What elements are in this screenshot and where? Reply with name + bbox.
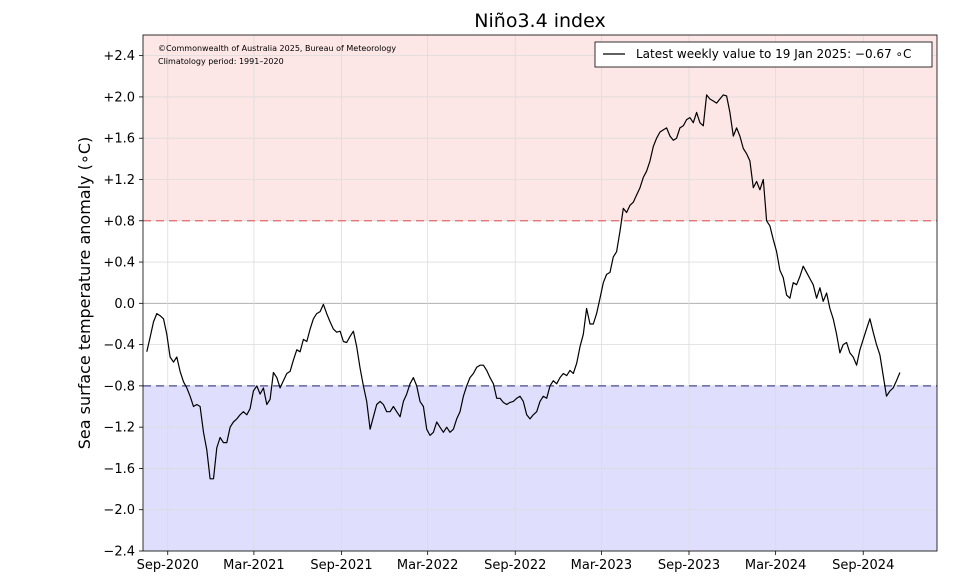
y-tick-label: −0.4 (103, 338, 135, 353)
y-tick-label: −0.8 (103, 379, 135, 394)
x-tick-label: Mar-2023 (571, 558, 632, 573)
threshold-lines (143, 220, 937, 387)
y-tick-label: −2.4 (103, 545, 135, 560)
chart-title: Niño3.4 index (474, 10, 605, 32)
x-tick-label: Sep-2022 (484, 558, 546, 573)
x-tick-label: Sep-2021 (310, 558, 372, 573)
y-tick-label: +1.6 (103, 132, 135, 147)
series-line (146, 94, 901, 480)
y-axis: +2.4 +2.0 +1.6 +1.2 +0.8 +0.4 0.0 −0.4 −0.8 −1.2 −… (103, 49, 143, 560)
legend-label: Latest weekly value to 19 Jan 2025: −0.6… (636, 47, 911, 61)
x-tick-label: Sep-2024 (832, 558, 894, 573)
y-tick-label: −1.6 (103, 462, 135, 477)
credit-climatology: Climatology period: 1991–2020 (158, 57, 284, 66)
series (146, 94, 901, 480)
y-tick-label: −1.2 (103, 421, 135, 436)
y-tick-label: +2.4 (103, 49, 135, 64)
y-axis-label: Sea surface temperature anomaly (∘C) (75, 137, 94, 450)
x-tick-label: Mar-2021 (223, 558, 284, 573)
legend: Latest weekly value to 19 Jan 2025: −0.6… (594, 41, 933, 68)
plot-frame (142, 34, 938, 552)
x-tick-label: Mar-2022 (397, 558, 458, 573)
x-axis: Sep-2020 Mar-2021 Sep-2021 Mar-2022 Sep-2022… (137, 551, 894, 573)
y-tick-label: −2.0 (103, 503, 135, 518)
y-tick-label: 0.0 (114, 297, 135, 312)
y-tick-label: +0.8 (103, 214, 135, 229)
y-tick-label: +1.2 (103, 173, 135, 188)
legend-box (594, 41, 933, 68)
y-tick-label: +2.0 (103, 90, 135, 105)
x-tick-label: Sep-2023 (658, 558, 720, 573)
credit-copyright: ©Commonwealth of Australia 2025, Bureau … (158, 44, 396, 53)
x-tick-label: Sep-2020 (137, 558, 199, 573)
x-tick-label: Mar-2024 (745, 558, 806, 573)
y-tick-label: +0.4 (103, 256, 135, 271)
